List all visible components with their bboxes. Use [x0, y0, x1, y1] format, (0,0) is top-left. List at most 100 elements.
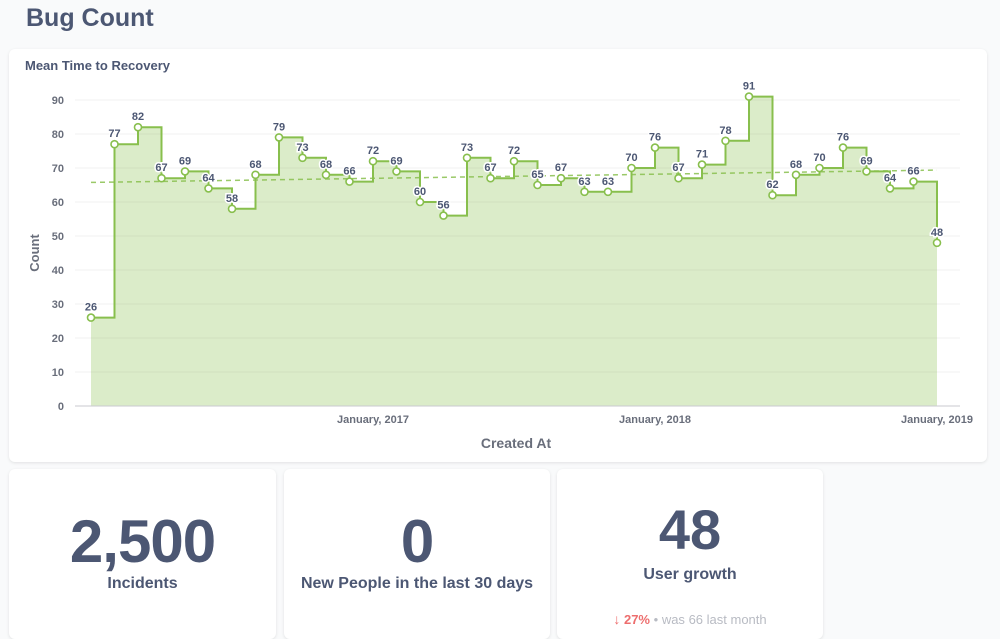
data-point — [204, 184, 213, 193]
y-tick-label: 70 — [52, 163, 64, 175]
data-label: 91 — [743, 81, 755, 93]
data-point — [274, 133, 284, 142]
data-point — [791, 170, 801, 180]
x-tick-label: January, 2018 — [619, 414, 691, 426]
data-label: 65 — [531, 169, 543, 181]
was-label: was — [661, 612, 685, 627]
data-label: 70 — [813, 152, 825, 164]
data-point — [180, 167, 190, 176]
data-point — [838, 143, 848, 152]
data-point — [415, 197, 425, 207]
data-point — [603, 187, 613, 197]
y-tick-label: 10 — [52, 367, 64, 379]
data-label: 73 — [296, 142, 308, 154]
x-tick-label: January, 2017 — [337, 414, 409, 426]
data-label: 69 — [860, 155, 872, 167]
data-label: 76 — [837, 132, 849, 144]
data-label: 60 — [414, 186, 426, 198]
data-point — [721, 136, 730, 146]
data-label: 68 — [320, 159, 332, 171]
data-label: 67 — [672, 162, 684, 174]
user-growth-comparison: ↓ 27% • was 66 last month — [557, 611, 823, 627]
data-label: 67 — [484, 162, 496, 174]
data-label: 66 — [343, 166, 355, 178]
new-people-card[interactable]: 0 New People in the last 30 days — [284, 469, 550, 639]
data-point — [909, 177, 918, 186]
y-tick-label: 40 — [52, 265, 64, 277]
data-label: 67 — [155, 162, 167, 174]
data-point — [227, 204, 237, 214]
y-tick-label: 30 — [52, 299, 64, 311]
data-label: 71 — [696, 149, 708, 161]
incidents-value: 2,500 — [69, 508, 216, 575]
data-label: 69 — [390, 155, 402, 167]
data-point — [439, 211, 448, 220]
data-label: 73 — [461, 142, 473, 154]
data-label: 68 — [249, 159, 261, 171]
chart-card[interactable]: 0 10 20 30 40 50 60 70 80 90 26 77 82 67 69 64 58 68 79 73 6… — [9, 49, 987, 462]
data-point — [509, 156, 519, 166]
data-label: 63 — [602, 176, 614, 188]
user-growth-label: User growth — [643, 566, 737, 583]
data-point — [744, 92, 754, 101]
data-point — [251, 170, 260, 180]
data-label: 48 — [931, 227, 943, 239]
data-point — [462, 153, 472, 163]
y-tick-label: 80 — [52, 129, 64, 141]
data-label: 26 — [85, 302, 97, 314]
data-point — [768, 190, 777, 200]
data-point — [368, 156, 378, 166]
page-title: Bug Count — [26, 4, 154, 32]
data-label: 72 — [367, 145, 379, 157]
data-point — [932, 238, 942, 248]
y-tick-label: 90 — [52, 95, 64, 107]
data-point — [674, 173, 683, 183]
data-point — [627, 163, 636, 173]
comparison-period: last month — [706, 612, 767, 627]
data-label: 78 — [719, 125, 731, 137]
data-point — [885, 184, 895, 193]
change-percent: 27% — [623, 612, 650, 627]
data-point — [345, 177, 354, 186]
user-growth-card[interactable]: 48 User growth ↓ 27% • was 66 last month — [557, 469, 823, 639]
data-point — [486, 173, 495, 183]
previous-value: 66 — [688, 612, 704, 627]
data-point — [133, 122, 143, 132]
data-point — [110, 139, 119, 149]
chart-title[interactable]: Mean Time to Recovery — [25, 58, 170, 73]
data-point — [815, 163, 824, 173]
data-point — [697, 160, 707, 169]
data-point — [862, 167, 871, 176]
y-tick-label: 50 — [52, 231, 64, 243]
data-label: 82 — [132, 111, 144, 123]
data-label: 72 — [508, 145, 520, 157]
data-label: 64 — [202, 172, 215, 184]
new-people-label: New People in the last 30 days — [300, 575, 534, 592]
data-label: 62 — [766, 179, 778, 191]
user-growth-value: 48 — [658, 498, 722, 561]
data-label: 63 — [578, 176, 590, 188]
data-point — [556, 173, 566, 183]
y-tick-label: 60 — [52, 197, 64, 209]
x-axis-title: Created At — [481, 435, 552, 451]
y-tick-label: 20 — [52, 333, 64, 345]
data-label: 58 — [226, 193, 238, 205]
y-axis-title: Count — [27, 234, 42, 272]
data-label: 76 — [649, 132, 661, 144]
data-label: 69 — [179, 155, 191, 167]
incidents-card[interactable]: 2,500 Incidents — [9, 469, 276, 639]
data-point — [650, 143, 660, 152]
incidents-label: Incidents — [107, 575, 178, 592]
data-label: 64 — [884, 172, 897, 184]
data-point — [157, 173, 166, 183]
data-point — [580, 187, 589, 197]
y-tick-label: 0 — [58, 401, 64, 413]
data-label: 70 — [625, 152, 637, 164]
data-label: 66 — [907, 166, 919, 178]
data-point — [86, 313, 96, 322]
mttr-chart: 0 10 20 30 40 50 60 70 80 90 26 77 82 67 69 64 58 68 79 73 6… — [27, 79, 973, 451]
data-point — [298, 153, 307, 163]
data-label: 77 — [108, 128, 120, 140]
new-people-value: 0 — [400, 508, 434, 575]
separator-dot: • — [653, 612, 659, 627]
